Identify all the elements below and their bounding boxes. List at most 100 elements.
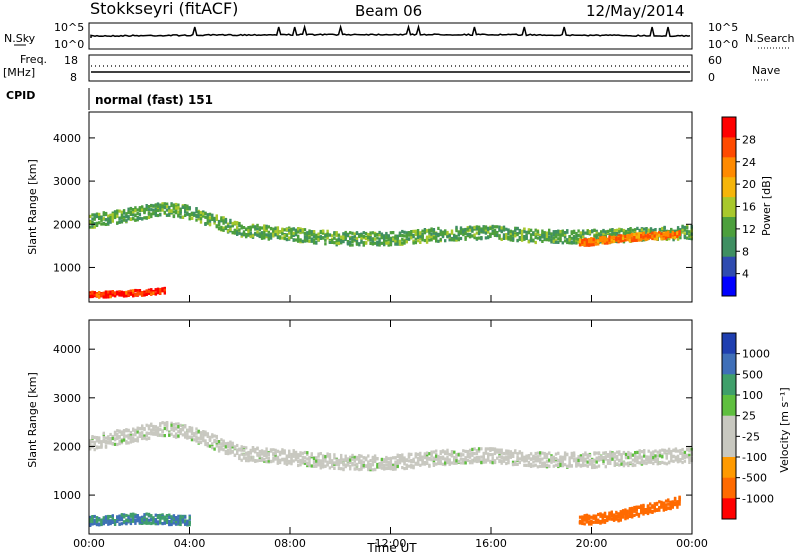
velocity-cell [599, 512, 602, 516]
velocity-cell [355, 457, 359, 461]
power-cell [595, 236, 598, 240]
power-cell [150, 208, 153, 212]
velocity-cell [552, 455, 555, 459]
velocity-cell [468, 448, 472, 452]
velocity-cell [170, 522, 173, 527]
velocity-cell [627, 463, 630, 468]
velocity-cell [274, 449, 277, 454]
velocity-cell [591, 461, 594, 466]
velocity-cell [116, 436, 119, 440]
power-cell [254, 227, 257, 231]
power-cell [369, 231, 372, 235]
power-cell [647, 228, 650, 232]
power-cell [579, 231, 583, 235]
power-cell [202, 212, 205, 216]
velocity-cell [640, 510, 643, 514]
power-cell [346, 234, 350, 238]
velocity-cell [583, 515, 586, 519]
velocity-cell [581, 521, 584, 526]
velocity-cell [416, 452, 420, 456]
velocity-cell [122, 514, 126, 518]
velocity-cell [536, 457, 540, 461]
velocity-cell [633, 505, 636, 510]
power-cell [303, 235, 307, 239]
power-cell [154, 212, 157, 216]
velocity-cell [174, 426, 178, 430]
power-cell [428, 235, 431, 239]
velocity-cell [120, 513, 124, 517]
power-cell [622, 231, 626, 235]
velocity-cell [667, 450, 671, 454]
power-cell [686, 230, 689, 234]
power-cell [308, 239, 311, 243]
power-cell [394, 239, 397, 243]
power-cell [310, 230, 313, 234]
power-cell [301, 229, 304, 233]
velocity-cell [385, 466, 388, 471]
velocity-cell [491, 456, 494, 460]
velocity-cell [301, 455, 304, 459]
velocity-cell [159, 424, 162, 428]
velocity-cell [557, 458, 560, 462]
velocity-cell [303, 450, 307, 455]
velocity-cell [507, 461, 510, 465]
velocity-cell [664, 507, 668, 511]
velocity-cell [222, 444, 225, 448]
power-cell [312, 235, 316, 239]
velocity-cell [147, 521, 151, 525]
velocity-cell [423, 452, 427, 456]
velocity-cell [111, 436, 114, 441]
velocity-cell [258, 454, 261, 458]
velocity-cell [98, 518, 101, 522]
velocity-cell [138, 426, 142, 431]
velocity-cell [229, 446, 232, 450]
power-cell [634, 228, 637, 232]
power-cell [676, 227, 680, 232]
velocity-cell [652, 453, 655, 457]
velocity-cell [601, 514, 604, 518]
velocity-cell [394, 460, 397, 464]
velocity-cell [145, 512, 148, 516]
velocity-cell [251, 446, 255, 450]
power-cell [362, 231, 365, 235]
power-cell [662, 233, 665, 237]
power-cell [220, 218, 223, 222]
velocity-cell [439, 450, 442, 454]
power-cell [195, 207, 198, 211]
y-tick-label: 2000 [53, 440, 81, 453]
velocity-cell [156, 430, 160, 434]
power-cell [421, 234, 424, 238]
power-cell [141, 217, 144, 221]
velocity-cell [161, 429, 164, 434]
velocity-cell [324, 455, 327, 459]
velocity-cell [441, 462, 445, 466]
velocity-cell [89, 520, 92, 524]
velocity-cell [283, 461, 286, 465]
velocity-cell [432, 462, 436, 466]
power-cell [170, 203, 173, 208]
velocity-cell [91, 440, 94, 444]
power-cell [407, 231, 411, 235]
power-cell [642, 235, 645, 239]
power-cell [539, 236, 542, 240]
power-cell [159, 291, 162, 295]
velocity-cell [195, 435, 198, 439]
velocity-cell [263, 452, 266, 456]
velocity-cell [536, 465, 540, 469]
velocity-cell [613, 463, 616, 467]
power-cell [588, 239, 591, 243]
velocity-cell [423, 454, 427, 458]
velocity-cell [539, 459, 542, 463]
velocity-cell [500, 459, 503, 463]
power-cell [181, 205, 185, 209]
velocity-cell [358, 468, 361, 472]
power-cell [464, 231, 467, 236]
power-cell [134, 206, 137, 210]
velocity-colorbar-swatch [722, 498, 736, 520]
power-cell [583, 238, 586, 242]
velocity-cell [435, 462, 438, 466]
velocity-cell [594, 517, 598, 521]
velocity-cell [102, 518, 105, 522]
power-cell [229, 227, 232, 232]
velocity-cell [240, 448, 243, 452]
